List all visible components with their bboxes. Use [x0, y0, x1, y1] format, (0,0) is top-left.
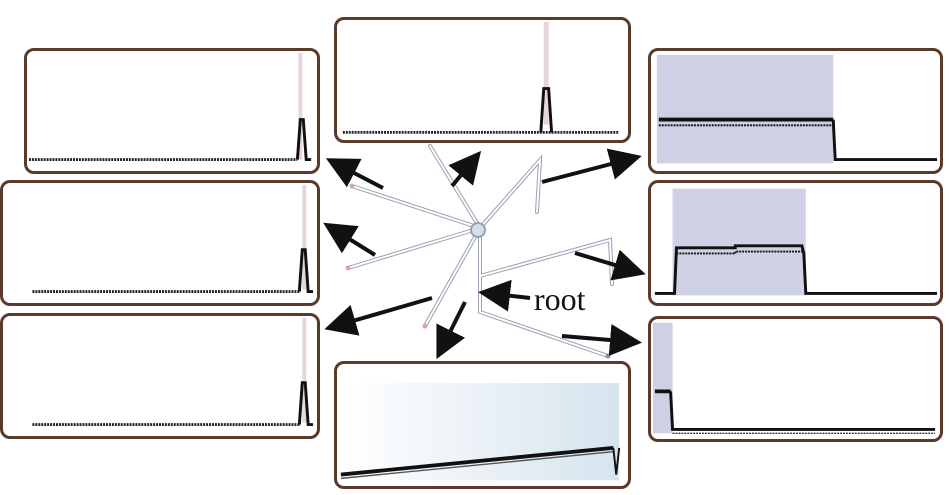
arrow-to-top-right	[541, 148, 642, 184]
waveform-panel-top-right	[648, 48, 943, 174]
arrow-to-root	[478, 279, 531, 312]
root-node	[470, 222, 486, 238]
arrows	[323, 148, 646, 360]
arrow-to-top-center	[448, 150, 482, 188]
root-label: root	[534, 281, 586, 317]
waveform-panel-top-left	[24, 48, 320, 174]
waveform-panel-mid-left	[0, 180, 320, 306]
arrow-to-top-left	[325, 158, 384, 190]
arrow-to-bottom-left	[324, 296, 433, 336]
waveform-panel-mid-right	[648, 180, 943, 306]
arrow-to-bottom-center	[436, 301, 467, 360]
waveform-panel-bottom-center	[334, 361, 631, 489]
arrow-to-bottom-right	[561, 324, 642, 356]
waveform-panel-bottom-left	[0, 313, 320, 439]
waveform-panel-bottom-right	[648, 316, 943, 442]
waveform-panel-top-center	[334, 17, 631, 143]
arrow-to-mid-right	[574, 249, 646, 281]
arrow-to-mid-left	[323, 222, 377, 257]
